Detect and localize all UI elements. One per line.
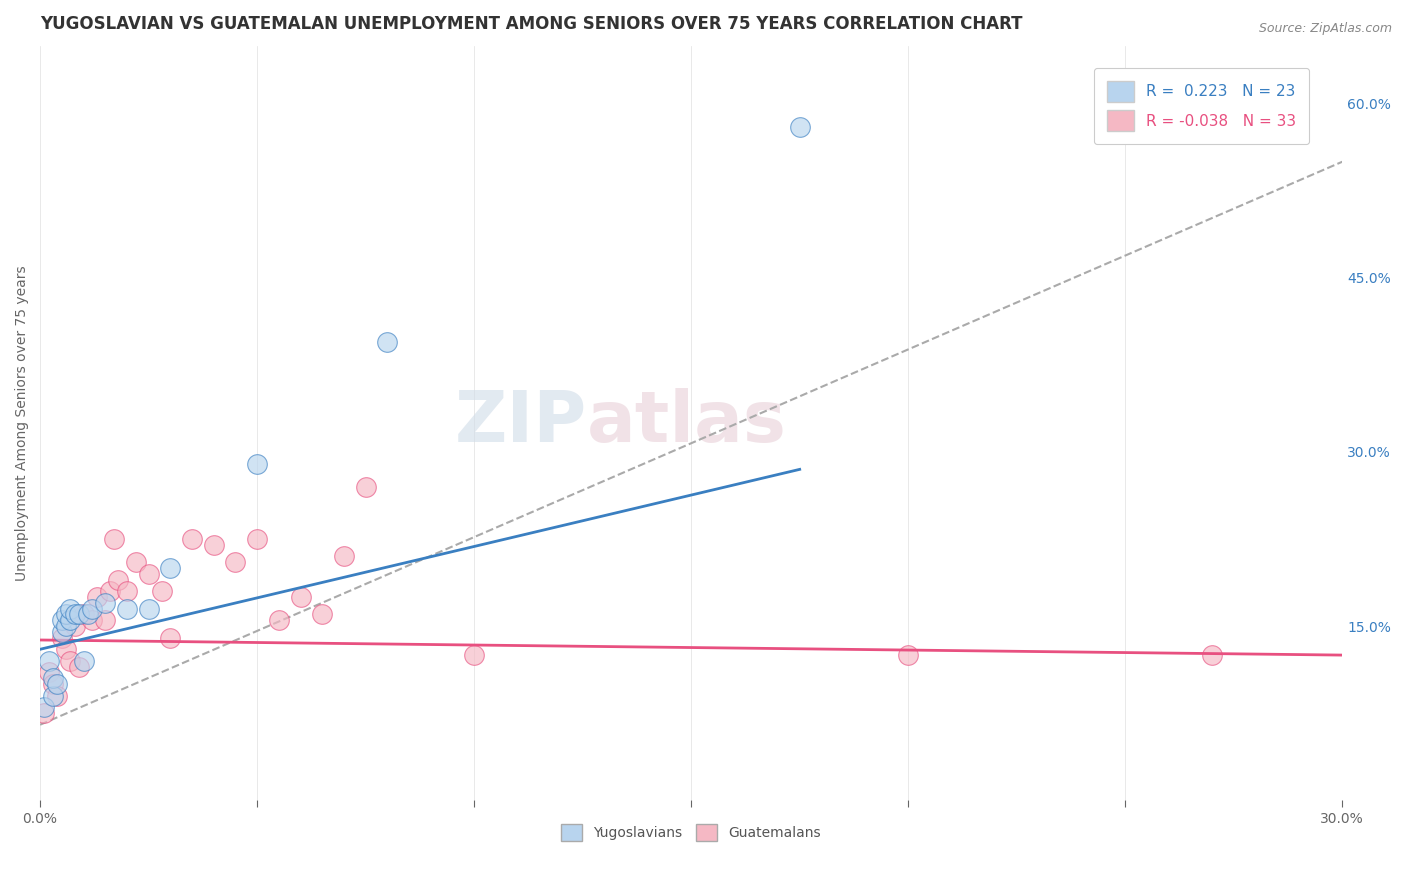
Point <box>290 590 312 604</box>
Point <box>38 654 60 668</box>
Point <box>46 689 69 703</box>
Point <box>72 607 94 622</box>
Point <box>38 665 60 680</box>
Point <box>51 624 73 639</box>
Point <box>63 619 86 633</box>
Point <box>76 607 98 622</box>
Point <box>59 654 82 668</box>
Point <box>34 706 56 720</box>
Point <box>63 607 86 622</box>
Point <box>55 642 77 657</box>
Point <box>354 480 377 494</box>
Point <box>82 613 104 627</box>
Point <box>107 573 129 587</box>
Point <box>59 613 82 627</box>
Point <box>82 601 104 615</box>
Point <box>42 677 65 691</box>
Point <box>267 613 290 627</box>
Point <box>246 532 269 546</box>
Point <box>150 584 173 599</box>
Point <box>51 631 73 645</box>
Point <box>51 613 73 627</box>
Text: ZIP: ZIP <box>454 388 588 458</box>
Point <box>181 532 204 546</box>
Legend: Yugoslavians, Guatemalans: Yugoslavians, Guatemalans <box>555 818 827 846</box>
Point <box>86 590 108 604</box>
Point <box>333 549 356 564</box>
Point <box>159 631 181 645</box>
Point <box>94 596 117 610</box>
Point <box>98 584 121 599</box>
Point <box>42 671 65 685</box>
Text: Source: ZipAtlas.com: Source: ZipAtlas.com <box>1258 22 1392 36</box>
Point <box>67 607 90 622</box>
Point <box>55 607 77 622</box>
Point <box>46 677 69 691</box>
Point <box>311 607 333 622</box>
Point <box>159 561 181 575</box>
Point <box>124 555 146 569</box>
Point <box>67 659 90 673</box>
Point <box>897 648 920 662</box>
Point <box>103 532 125 546</box>
Point <box>224 555 246 569</box>
Point <box>55 619 77 633</box>
Point <box>1201 648 1223 662</box>
Point <box>138 601 160 615</box>
Point <box>115 601 138 615</box>
Point <box>138 566 160 581</box>
Point <box>34 700 56 714</box>
Point <box>59 601 82 615</box>
Point <box>463 648 485 662</box>
Point <box>72 654 94 668</box>
Point <box>94 613 117 627</box>
Point <box>789 120 811 134</box>
Point <box>42 689 65 703</box>
Point <box>202 538 225 552</box>
Point <box>375 334 398 349</box>
Text: YUGOSLAVIAN VS GUATEMALAN UNEMPLOYMENT AMONG SENIORS OVER 75 YEARS CORRELATION C: YUGOSLAVIAN VS GUATEMALAN UNEMPLOYMENT A… <box>41 15 1022 33</box>
Text: atlas: atlas <box>588 388 787 458</box>
Point <box>246 457 269 471</box>
Point <box>115 584 138 599</box>
Y-axis label: Unemployment Among Seniors over 75 years: Unemployment Among Seniors over 75 years <box>15 265 30 581</box>
